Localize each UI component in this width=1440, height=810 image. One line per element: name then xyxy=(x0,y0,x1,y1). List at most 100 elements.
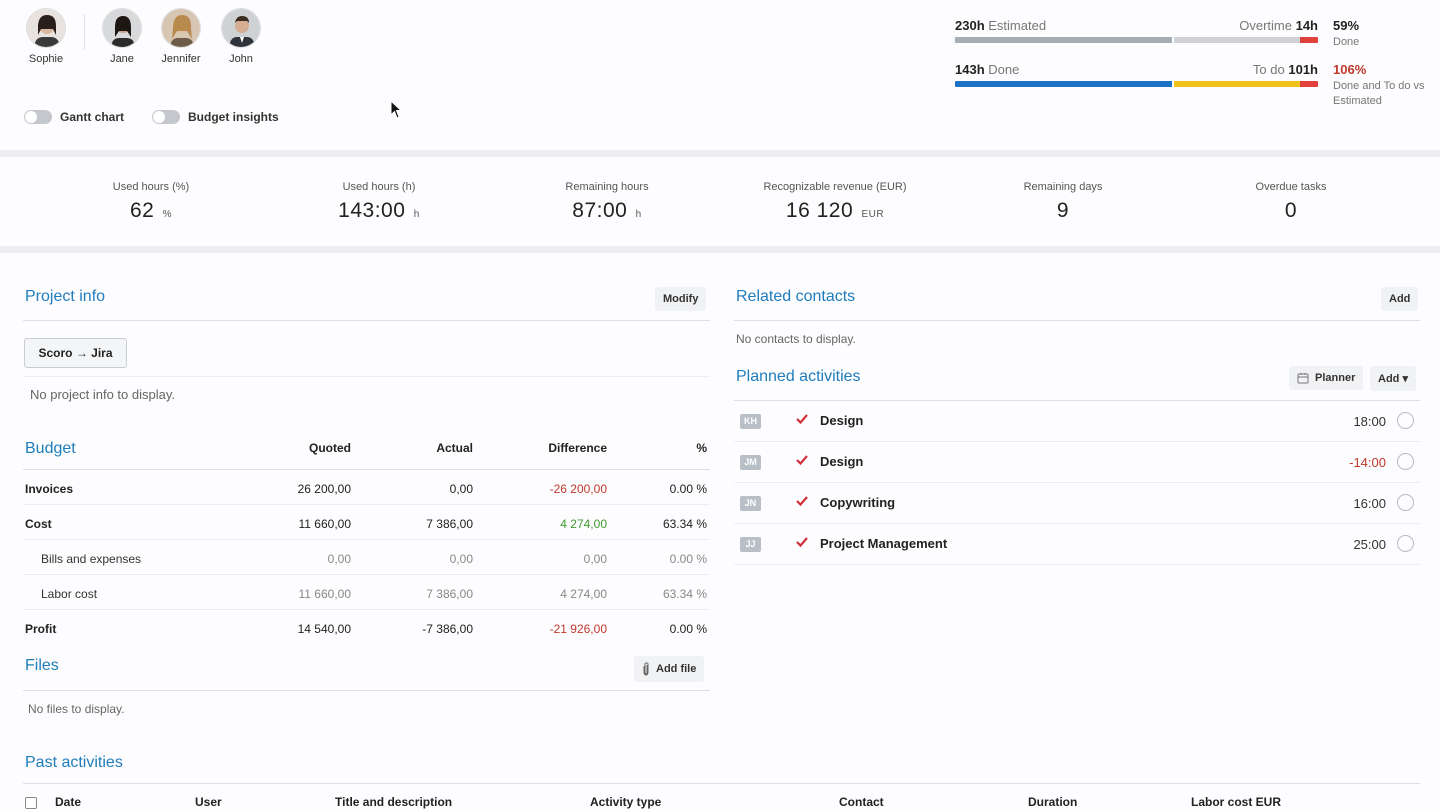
mouse-cursor-icon xyxy=(390,100,403,119)
kpi-value: 16 120 EUR xyxy=(785,199,885,222)
team-member-john[interactable]: John xyxy=(206,8,276,65)
column-header-user[interactable]: User xyxy=(195,795,222,809)
divider xyxy=(23,469,710,470)
complete-activity-icon[interactable] xyxy=(1397,453,1414,470)
kpi-label: Recognizable revenue (EUR) xyxy=(763,181,907,193)
section-divider xyxy=(0,150,1440,157)
checkmark-icon xyxy=(796,414,808,425)
add-file-button[interactable]: Add file xyxy=(634,656,705,682)
budget-title: Budget xyxy=(25,440,76,457)
budget-row-bills-expenses: Bills and expenses 0,00 0,00 0,00 0.00 % xyxy=(23,540,710,575)
activity-row[interactable]: JM Design -14:00 xyxy=(734,442,1420,483)
divider xyxy=(734,320,1420,321)
kpi-label: Used hours (%) xyxy=(112,181,190,193)
done-percent: 106% xyxy=(1333,62,1367,77)
estimated-hours: 230h Estimated xyxy=(955,18,1047,33)
done-hours: 143h Done xyxy=(955,62,1020,77)
member-name: Jennifer xyxy=(161,53,201,65)
add-contact-button[interactable]: Add xyxy=(1381,287,1419,311)
team-member-sophie[interactable]: Sophie xyxy=(11,8,81,65)
overtime-hours: Overtime 14h xyxy=(1239,18,1318,33)
scoro-jira-button[interactable]: Scoro → Jira xyxy=(24,338,127,368)
done-percent-note: Done and To do vs Estimated xyxy=(1333,80,1425,107)
add-activity-dropdown[interactable]: Add ▾ xyxy=(1370,366,1416,391)
checkmark-icon xyxy=(796,496,808,507)
budget-header-percent: % xyxy=(696,441,707,455)
modify-button[interactable]: Modify xyxy=(655,287,707,311)
gantt-chart-toggle[interactable]: Gantt chart xyxy=(24,110,124,124)
paperclip-icon xyxy=(643,662,649,676)
checkmark-icon xyxy=(796,537,808,548)
activity-title: Design xyxy=(820,413,864,428)
column-header-labor-cost[interactable]: Labor cost EUR xyxy=(1191,795,1282,809)
user-initials-badge: JJ xyxy=(740,537,761,552)
budget-row-profit: Profit 14 540,00 -7 386,00 -21 926,00 0.… xyxy=(25,622,707,636)
column-header-date[interactable]: Date xyxy=(55,795,82,809)
kpi-used-hours-percent: Used hours (%) 62 % xyxy=(41,181,261,223)
kpi-remaining-hours: Remaining hours 87:00 h xyxy=(497,181,717,223)
toggle-switch[interactable] xyxy=(24,110,52,124)
budget-insights-toggle[interactable]: Budget insights xyxy=(152,110,279,124)
divider xyxy=(84,14,85,50)
kpi-label: Remaining days xyxy=(1023,181,1103,193)
activity-time: 18:00 xyxy=(1353,414,1386,429)
column-header-activity-type[interactable]: Activity type xyxy=(590,795,662,809)
kpi-remaining-days: Remaining days 9 xyxy=(953,181,1173,223)
estimated-percent: 59% xyxy=(1333,18,1360,33)
calendar-icon xyxy=(1297,373,1309,384)
section-divider xyxy=(0,246,1440,253)
kpi-label: Used hours (h) xyxy=(342,181,416,193)
files-empty: No files to display. xyxy=(28,702,125,716)
files-title: Files xyxy=(25,657,59,674)
toggle-switch[interactable] xyxy=(152,110,180,124)
column-header-title[interactable]: Title and description xyxy=(335,795,453,809)
divider xyxy=(23,783,1420,784)
avatar xyxy=(26,8,66,48)
project-info-title: Project info xyxy=(25,288,106,305)
kpi-value: 87:00 h xyxy=(572,199,642,222)
related-contacts-title: Related contacts xyxy=(736,288,856,305)
budget-header-quoted: Quoted xyxy=(309,441,351,455)
user-initials-badge: KH xyxy=(740,414,761,429)
add-file-label: Add file xyxy=(656,663,697,675)
planned-activities-title: Planned activities xyxy=(736,368,861,385)
activity-time: -14:00 xyxy=(1349,455,1386,470)
user-initials-badge: JN xyxy=(740,496,761,511)
avatar xyxy=(102,8,142,48)
member-name: Jane xyxy=(110,53,134,65)
column-header-duration[interactable]: Duration xyxy=(1028,795,1078,809)
divider xyxy=(23,320,710,321)
planner-button[interactable]: Planner xyxy=(1289,366,1364,390)
avatar xyxy=(221,8,261,48)
activity-time: 16:00 xyxy=(1353,496,1386,511)
contacts-empty: No contacts to display. xyxy=(736,332,856,346)
complete-activity-icon[interactable] xyxy=(1397,412,1414,429)
toggle-label: Gantt chart xyxy=(60,110,125,124)
budget-header-difference: Difference xyxy=(548,441,607,455)
select-all-checkbox[interactable] xyxy=(25,797,37,809)
team-member-jennifer[interactable]: Jennifer xyxy=(146,8,216,65)
toggle-label: Budget insights xyxy=(188,110,279,124)
activity-row[interactable]: JN Copywriting 16:00 xyxy=(734,483,1420,524)
divider xyxy=(23,690,710,691)
budget-row-invoices: Invoices 26 200,00 0,00 -26 200,00 0.00 … xyxy=(23,470,710,505)
activity-title: Project Management xyxy=(820,536,948,551)
kpi-value: 0 xyxy=(1284,199,1298,222)
kpi-used-hours: Used hours (h) 143:00 h xyxy=(269,181,489,223)
complete-activity-icon[interactable] xyxy=(1397,494,1414,511)
kpi-overdue-tasks: Overdue tasks 0 xyxy=(1181,181,1401,223)
past-activities-title: Past activities xyxy=(25,754,123,771)
activity-row[interactable]: JJ Project Management 25:00 xyxy=(734,524,1420,565)
user-initials-badge: JM xyxy=(740,455,761,470)
kpi-label: Remaining hours xyxy=(565,181,649,193)
divider xyxy=(734,400,1420,401)
team-member-jane[interactable]: Jane xyxy=(87,8,157,65)
activity-row[interactable]: KH Design 18:00 xyxy=(734,401,1420,442)
kpi-value: 62 % xyxy=(129,199,173,222)
member-name: Sophie xyxy=(28,53,64,65)
column-header-contact[interactable]: Contact xyxy=(839,795,884,809)
divider xyxy=(23,376,710,377)
team-members: Sophie Jane Jennifer John xyxy=(0,0,900,150)
complete-activity-icon[interactable] xyxy=(1397,535,1414,552)
activity-time: 25:00 xyxy=(1353,537,1386,552)
